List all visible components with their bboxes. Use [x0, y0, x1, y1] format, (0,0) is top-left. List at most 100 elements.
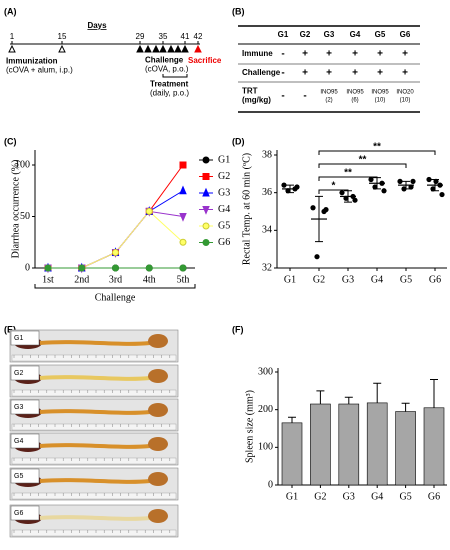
row-label: TRT	[242, 87, 258, 96]
photo-label-box	[10, 505, 40, 521]
photo-label-box	[10, 399, 40, 415]
error-bar	[431, 178, 439, 192]
table-cell: -	[303, 91, 306, 102]
bar	[310, 403, 331, 486]
x-tick-label: G5	[400, 274, 412, 285]
treatment-bracket	[162, 74, 188, 78]
x-axis-title: Challenge	[95, 292, 136, 303]
timeline-triangle	[194, 44, 202, 53]
ruler	[11, 354, 177, 362]
row-label: Challenge	[242, 68, 281, 77]
significance-bracket	[318, 150, 436, 155]
legend-marker	[202, 239, 210, 246]
x-tick-label: 3rd	[109, 274, 122, 285]
data-point	[439, 191, 445, 198]
x-tick-label: G1	[286, 491, 298, 502]
significance-label: **	[344, 168, 352, 179]
photo-label-box	[10, 468, 40, 484]
x-tick-label: G4	[371, 491, 383, 502]
marker	[112, 264, 119, 272]
error-bar	[402, 180, 410, 190]
x-tick-label: G1	[284, 274, 296, 285]
cecum	[148, 472, 168, 486]
table-cell: +	[377, 68, 383, 79]
table-header: G4	[350, 30, 361, 39]
significance-bracket	[318, 163, 407, 168]
table-cell: (10)	[375, 98, 386, 104]
ruler	[11, 492, 177, 500]
day-label: 35	[159, 32, 168, 41]
table-cell: +	[302, 68, 308, 79]
table-cell: +	[326, 49, 332, 60]
table-cell: +	[352, 68, 358, 79]
marker	[145, 264, 153, 272]
table-cell: -	[281, 49, 284, 60]
series-line	[48, 210, 184, 269]
significance-bracket	[318, 189, 349, 194]
table-cell: -	[281, 91, 284, 102]
data-point	[397, 178, 403, 184]
marker	[179, 264, 187, 272]
significance-bracket	[318, 176, 378, 181]
panel-label: (C)	[4, 136, 17, 146]
x-tick-label: G2	[313, 274, 325, 285]
day-label: 15	[58, 32, 67, 41]
table-header: G5	[375, 30, 386, 39]
panel-label: (D)	[232, 136, 245, 146]
table-header: G3	[324, 30, 335, 39]
panel-label: (F)	[232, 324, 244, 334]
y-tick-label: 32	[262, 262, 272, 273]
data-point	[426, 176, 432, 183]
timeline-triangle	[152, 44, 160, 53]
cecum	[148, 509, 168, 523]
legend-marker	[202, 222, 210, 230]
x-tick-label: 5th	[177, 274, 190, 285]
y-tick-label: 50	[20, 211, 30, 222]
data-point	[381, 188, 387, 194]
timeline-triangle	[144, 44, 152, 53]
cecum	[148, 403, 168, 417]
y-tick-label: 300	[258, 366, 273, 377]
error-bar	[373, 382, 382, 403]
x-tick-label: G6	[429, 274, 441, 285]
x-tick-label: 2nd	[74, 274, 89, 285]
day-label: 41	[181, 32, 190, 41]
x-tick-label: G6	[428, 491, 440, 502]
timeline-triangle	[58, 44, 66, 53]
table-cell: -	[281, 68, 284, 79]
table-cell: +	[302, 49, 308, 60]
bar	[281, 422, 303, 486]
series-line	[48, 210, 184, 269]
day-label: 29	[136, 32, 145, 41]
marker	[179, 185, 187, 195]
table-cell: +	[326, 68, 332, 79]
data-point	[372, 184, 378, 190]
y-tick-label: 100	[15, 159, 30, 170]
intestine	[39, 375, 151, 381]
treatment-label: (daily, p.o.)	[150, 89, 189, 98]
photo-label: G2	[14, 370, 23, 377]
row-label: Immune	[242, 49, 273, 58]
table-header: G6	[400, 30, 411, 39]
marker	[179, 213, 187, 222]
table-header: G1	[278, 30, 289, 39]
photo-label: G1	[14, 335, 23, 342]
photo-label-box	[10, 365, 40, 381]
intestine	[39, 340, 151, 346]
data-point	[281, 182, 287, 188]
intestine	[39, 443, 151, 449]
table-cell: +	[377, 49, 383, 60]
intestine	[39, 515, 151, 521]
marker	[179, 161, 187, 169]
table-cell: (6)	[351, 98, 358, 104]
error-bar	[430, 379, 438, 408]
panel-label: (A)	[4, 6, 17, 16]
photo-label-box	[10, 330, 40, 346]
challenge-label: Challenge	[145, 56, 184, 65]
panel-label: (E)	[4, 324, 16, 334]
x-tick-label: G4	[371, 274, 383, 285]
bar	[338, 403, 360, 486]
table-cell: (2)	[325, 98, 332, 104]
table-cell: INO95	[346, 90, 364, 96]
